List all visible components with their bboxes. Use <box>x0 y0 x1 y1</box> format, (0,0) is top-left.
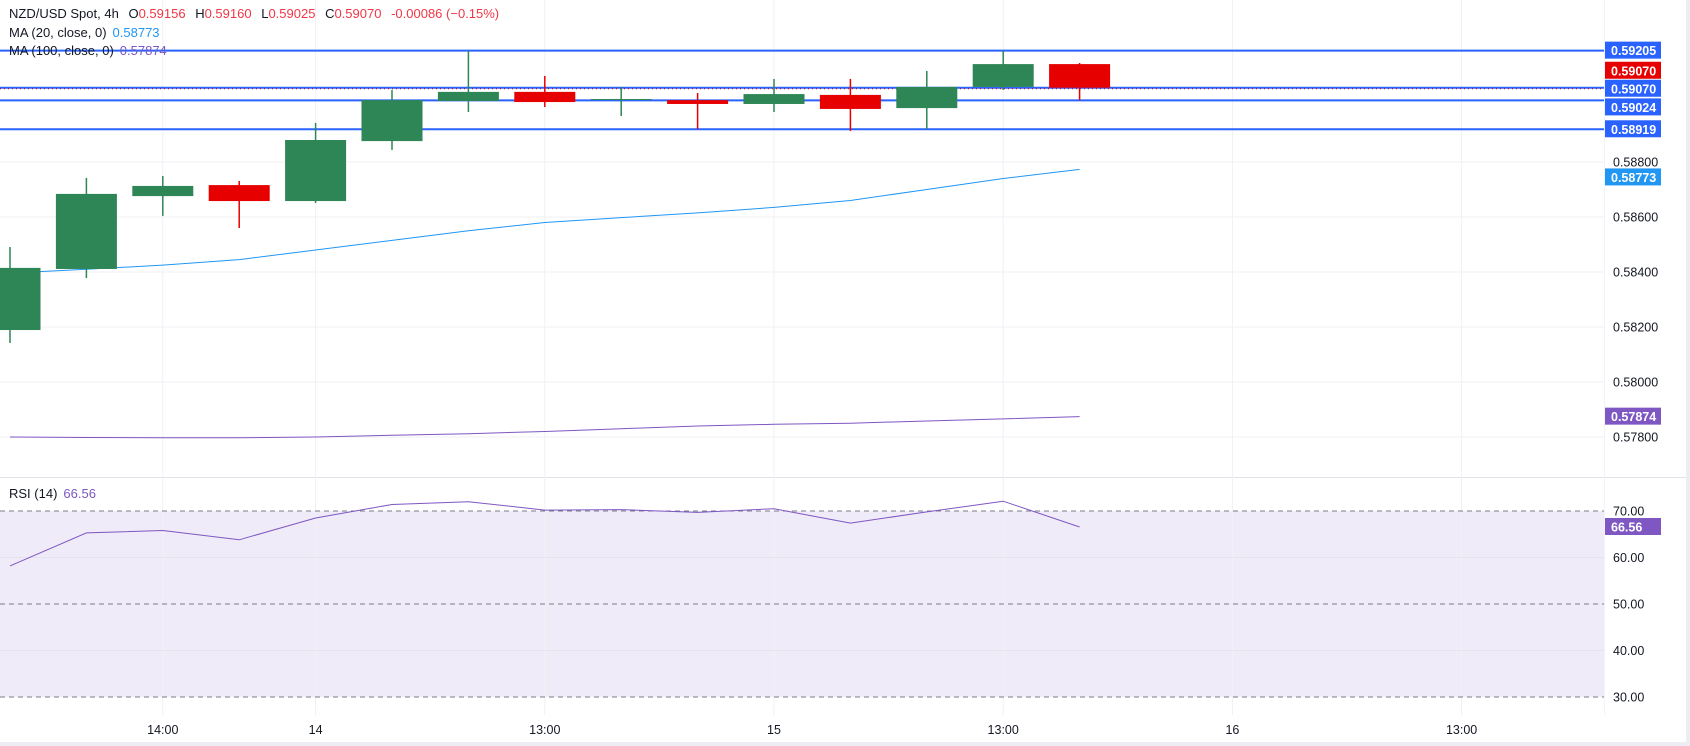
level-tag-bg <box>1605 79 1661 97</box>
last-price-tag: 0.59070 <box>1611 64 1656 78</box>
ma100-tag-bg <box>1605 407 1661 425</box>
rsi-value: 66.56 <box>63 486 96 501</box>
bearish-candle-body <box>667 100 729 104</box>
time-axis-label: 16 <box>1225 723 1239 737</box>
ma20-tag-bg <box>1605 168 1661 186</box>
bearish-candle-body <box>514 91 576 103</box>
high-label: H <box>195 6 205 21</box>
level-tag-bg <box>1605 41 1661 59</box>
high-value: 0.59160 <box>204 6 252 21</box>
price-axis-label: 0.57800 <box>1613 431 1658 445</box>
rsi-axis-label: 70.00 <box>1613 505 1644 519</box>
low-value: 0.59025 <box>268 6 316 21</box>
bullish-candle-body <box>437 91 499 101</box>
ma20-legend[interactable]: MA (20, close, 0) 0.58773 <box>9 25 166 40</box>
rsi-label: RSI (14) <box>9 486 58 501</box>
time-axis-label: 15 <box>767 723 781 737</box>
level-tag-bg <box>1605 120 1661 138</box>
bullish-candle-body <box>285 140 347 202</box>
bullish-candle-body <box>132 185 194 197</box>
bottom-edge <box>0 742 1690 746</box>
price-axis-label: 0.58200 <box>1613 321 1658 335</box>
bullish-candle-body <box>55 193 117 269</box>
level-tag: 0.58919 <box>1611 123 1656 137</box>
bullish-candle-body <box>361 100 423 142</box>
ma100-legend[interactable]: MA (100, close, 0) 0.57874 <box>9 43 173 58</box>
price-axis-label: 0.58600 <box>1613 211 1658 225</box>
ma20-label: MA (20, close, 0) <box>9 25 107 40</box>
price-axis-label: 0.58400 <box>1613 266 1658 280</box>
time-axis-label: 14:00 <box>147 723 178 737</box>
ma100-value: 0.57874 <box>119 43 167 58</box>
ma20-value: 0.58773 <box>112 25 160 40</box>
rsi-axis-label: 30.00 <box>1613 691 1644 705</box>
close-label: C <box>325 6 335 21</box>
level-tag: 0.59205 <box>1611 44 1656 58</box>
level-tag-bg <box>1605 98 1661 116</box>
bullish-candle-body <box>743 94 805 104</box>
rsi-axis-label: 50.00 <box>1613 598 1644 612</box>
bullish-candle-body <box>590 99 652 101</box>
ma100-line <box>9 416 1080 439</box>
symbol-title[interactable]: NZD/USD Spot, 4h <box>9 6 119 21</box>
ma20-line <box>9 168 1080 274</box>
bullish-candle-body <box>972 64 1034 87</box>
level-tag: 0.59070 <box>1611 82 1656 96</box>
change-value: -0.00086 (−0.15%) <box>391 6 500 21</box>
price-axis-label: 0.58800 <box>1613 156 1658 170</box>
close-value: 0.59070 <box>334 6 382 21</box>
rsi-tag: 66.56 <box>1611 520 1642 534</box>
bearish-candle-body <box>819 94 881 109</box>
time-axis-label: 14 <box>309 723 323 737</box>
ma100-tag: 0.57874 <box>1611 410 1656 424</box>
bullish-candle-body <box>0 267 41 331</box>
symbol-legend: NZD/USD Spot, 4h O0.59156 H0.59160 L0.59… <box>9 6 505 21</box>
time-axis-label: 13:00 <box>1446 723 1477 737</box>
level-tag: 0.59024 <box>1611 101 1656 115</box>
open-label: O <box>128 6 139 21</box>
bearish-candle-body <box>1049 64 1111 88</box>
ma100-label: MA (100, close, 0) <box>9 43 114 58</box>
rsi-line <box>9 500 1080 567</box>
low-label: L <box>261 6 269 21</box>
open-value: 0.59156 <box>138 6 186 21</box>
bearish-candle-body <box>208 185 270 202</box>
last-price-tag-bg <box>1605 61 1661 79</box>
time-axis-label: 13:00 <box>529 723 560 737</box>
price-axis-label: 0.58000 <box>1613 376 1658 390</box>
rsi-legend[interactable]: RSI (14) 66.56 <box>9 486 102 501</box>
time-axis-label: 13:00 <box>988 723 1019 737</box>
ma20-tag: 0.58773 <box>1611 171 1656 185</box>
rsi-axis-label: 60.00 <box>1613 551 1644 565</box>
bullish-candle-body <box>896 86 958 109</box>
right-edge <box>1686 0 1690 746</box>
rsi-tag-bg <box>1605 517 1661 535</box>
rsi-axis-label: 40.00 <box>1613 644 1644 658</box>
